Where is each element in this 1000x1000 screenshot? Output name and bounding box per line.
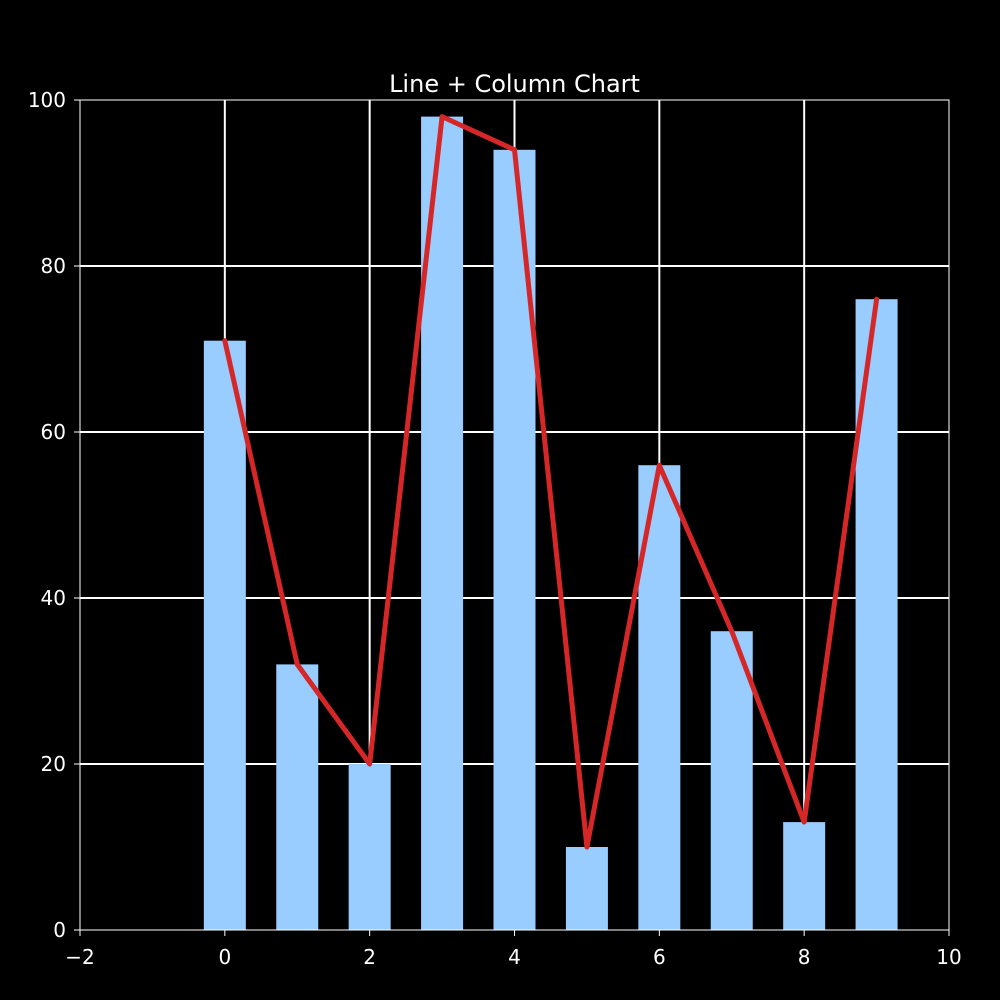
x-tick-label: 10 bbox=[936, 945, 961, 969]
chart-title: Line + Column Chart bbox=[389, 70, 640, 98]
y-tick-label: 80 bbox=[41, 254, 66, 278]
x-axis-ticks: −2 0 2 4 6 8 10 bbox=[65, 930, 962, 969]
bar-0 bbox=[203, 340, 246, 930]
line-series bbox=[222, 114, 880, 850]
x-tick-label: 0 bbox=[218, 945, 231, 969]
y-tick-label: 40 bbox=[41, 586, 66, 610]
bar-8 bbox=[783, 822, 826, 930]
x-tick-label: 4 bbox=[508, 945, 521, 969]
bar-2 bbox=[348, 764, 391, 930]
x-tick-label: 8 bbox=[798, 945, 811, 969]
bar-7 bbox=[710, 631, 753, 930]
y-tick-label: 100 bbox=[28, 88, 66, 112]
y-tick-label: 0 bbox=[53, 918, 66, 942]
series-line bbox=[222, 114, 880, 850]
bar-4 bbox=[493, 149, 536, 931]
y-tick-label: 20 bbox=[41, 752, 66, 776]
y-tick-label: 60 bbox=[41, 420, 66, 444]
bar-series bbox=[203, 116, 898, 931]
bar-1 bbox=[276, 664, 319, 930]
y-axis-ticks: 0 20 40 60 80 100 bbox=[28, 88, 80, 942]
x-tick-label: 2 bbox=[363, 945, 376, 969]
x-tick-label: 6 bbox=[653, 945, 666, 969]
x-tick-label: −2 bbox=[65, 945, 94, 969]
bar-5 bbox=[565, 847, 608, 930]
